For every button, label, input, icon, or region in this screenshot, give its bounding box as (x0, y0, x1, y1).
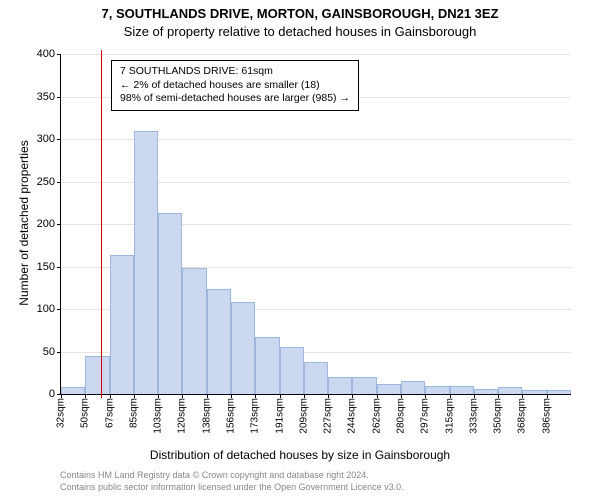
histogram-bar (450, 386, 474, 394)
annotation-box: 7 SOUTHLANDS DRIVE: 61sqm← 2% of detache… (111, 60, 359, 111)
xtick-label: 103sqm (153, 398, 164, 434)
ytick-mark (57, 224, 61, 225)
xtick-label: 32sqm (56, 398, 67, 428)
ytick-mark (57, 352, 61, 353)
xtick-label: 85sqm (128, 398, 139, 428)
xtick-label: 227sqm (323, 398, 334, 434)
ytick-mark (57, 309, 61, 310)
xtick-label: 191sqm (274, 398, 285, 434)
histogram-bar (85, 356, 109, 394)
histogram-bar (474, 389, 498, 394)
xtick-label: 386sqm (541, 398, 552, 434)
histogram-bar (547, 390, 571, 394)
histogram-bar (255, 337, 279, 394)
xtick-label: 368sqm (517, 398, 528, 434)
ytick-label: 200 (37, 218, 55, 230)
xtick-label: 138sqm (201, 398, 212, 434)
gridline (61, 54, 571, 55)
ytick-label: 350 (37, 91, 55, 103)
chart-title-line2: Size of property relative to detached ho… (0, 24, 600, 39)
x-axis-title: Distribution of detached houses by size … (0, 448, 600, 462)
xtick-label: 297sqm (420, 398, 431, 434)
xtick-label: 280sqm (396, 398, 407, 434)
chart-container: 7, SOUTHLANDS DRIVE, MORTON, GAINSBOROUG… (0, 0, 600, 500)
histogram-bar (280, 347, 304, 394)
histogram-bar (61, 387, 85, 394)
histogram-bar (110, 255, 134, 394)
histogram-bar (401, 381, 425, 394)
chart-title-line1: 7, SOUTHLANDS DRIVE, MORTON, GAINSBOROUG… (0, 6, 600, 21)
ytick-label: 250 (37, 176, 55, 188)
credits-line2: Contains public sector information licen… (60, 482, 404, 494)
xtick-label: 350sqm (493, 398, 504, 434)
ytick-label: 150 (37, 261, 55, 273)
xtick-label: 209sqm (298, 398, 309, 434)
histogram-bar (425, 386, 449, 395)
ytick-label: 300 (37, 133, 55, 145)
histogram-bar (207, 289, 231, 394)
xtick-label: 315sqm (444, 398, 455, 434)
histogram-bar (328, 377, 352, 394)
annotation-line-2: ← 2% of detached houses are smaller (18) (120, 79, 350, 93)
histogram-bar (522, 390, 546, 394)
histogram-bar (304, 362, 328, 394)
ytick-label: 50 (43, 346, 55, 358)
histogram-bar (182, 268, 206, 394)
histogram-bar (134, 131, 158, 395)
histogram-bar (158, 213, 182, 394)
ytick-label: 100 (37, 303, 55, 315)
credits-line1: Contains HM Land Registry data © Crown c… (60, 470, 404, 482)
ytick-label: 0 (49, 388, 55, 400)
histogram-bar (352, 377, 376, 394)
property-marker-line (101, 50, 102, 398)
ytick-mark (57, 139, 61, 140)
histogram-bar (231, 302, 255, 394)
annotation-line-3: 98% of semi-detached houses are larger (… (120, 92, 350, 106)
annotation-line-1: 7 SOUTHLANDS DRIVE: 61sqm (120, 65, 350, 79)
xtick-label: 156sqm (226, 398, 237, 434)
xtick-label: 67sqm (104, 398, 115, 428)
xtick-label: 262sqm (371, 398, 382, 434)
histogram-bar (498, 387, 522, 394)
plot-area: 05010015020025030035040032sqm50sqm67sqm8… (60, 54, 571, 395)
histogram-bar (377, 384, 401, 394)
ytick-mark (57, 182, 61, 183)
xtick-label: 333sqm (468, 398, 479, 434)
ytick-mark (57, 97, 61, 98)
credits: Contains HM Land Registry data © Crown c… (60, 470, 404, 493)
y-axis-title: Number of detached properties (17, 123, 31, 323)
xtick-label: 50sqm (80, 398, 91, 428)
ytick-mark (57, 54, 61, 55)
xtick-label: 244sqm (347, 398, 358, 434)
ytick-mark (57, 267, 61, 268)
xtick-label: 120sqm (177, 398, 188, 434)
xtick-label: 173sqm (250, 398, 261, 434)
ytick-label: 400 (37, 48, 55, 60)
